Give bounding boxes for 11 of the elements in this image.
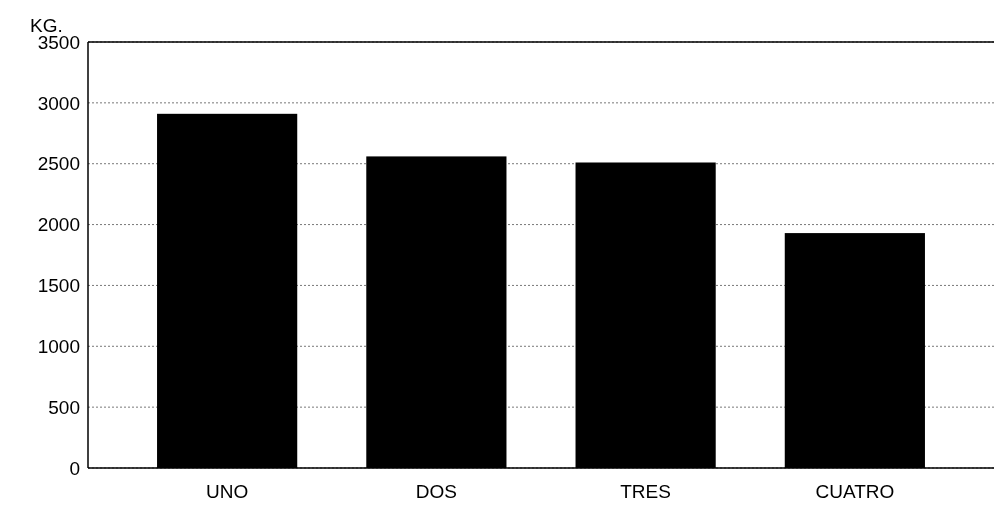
- y-tick-label: 2500: [37, 153, 80, 175]
- y-tick-label: 1500: [37, 275, 80, 297]
- y-tick-label: 3000: [37, 92, 80, 114]
- x-tick-label: CUATRO: [815, 481, 895, 502]
- x-tick-label: TRES: [620, 481, 671, 502]
- x-tick-label: DOS: [415, 481, 457, 502]
- y-tick-label: 0: [69, 457, 80, 479]
- x-tick-label: UNO: [206, 481, 249, 502]
- y-tick-label: 500: [48, 396, 80, 418]
- y-tick-label: 2000: [37, 214, 80, 236]
- y-tick-label: 1000: [37, 335, 80, 357]
